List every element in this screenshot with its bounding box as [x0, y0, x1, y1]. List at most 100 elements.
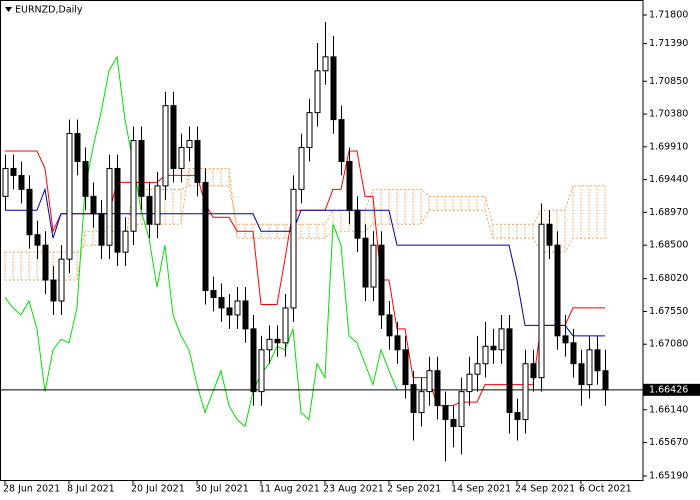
indicator-line	[4, 55, 398, 428]
candle-body	[458, 391, 465, 428]
x-tick-label: 6 Oct 2021	[579, 484, 632, 495]
candle-body	[162, 105, 169, 187]
y-tick-label: 1.66140	[649, 404, 688, 415]
candle-body	[250, 328, 257, 393]
x-tick-label: 24 Sep 2021	[515, 484, 575, 495]
candle-body	[426, 370, 433, 393]
candle-body	[418, 391, 425, 414]
candle-body	[482, 345, 489, 365]
candle-body	[546, 223, 553, 246]
cloud-span	[5, 185, 605, 253]
candle-body	[258, 349, 265, 393]
candle-body	[2, 167, 9, 197]
candle-body	[354, 209, 361, 239]
y-tick-label: 1.68970	[649, 207, 688, 218]
candle-body	[554, 244, 561, 337]
candle-body	[266, 338, 273, 351]
candle-body	[362, 237, 369, 288]
x-tick-label: 14 Sep 2021	[451, 484, 511, 495]
candle-body	[82, 160, 89, 197]
candle-body	[210, 289, 217, 298]
candle-body	[594, 349, 601, 372]
candle-body	[338, 119, 345, 162]
candle-body	[330, 56, 337, 121]
candle-body	[194, 140, 201, 183]
candle-body	[530, 363, 537, 379]
candle-body	[514, 412, 521, 421]
candle-body	[130, 140, 137, 232]
candle-body	[146, 195, 153, 225]
y-tick-label: 1.68500	[649, 240, 688, 251]
candle-body	[58, 258, 65, 302]
price-label-box	[643, 383, 700, 396]
candle-body	[506, 328, 513, 414]
candle-body	[498, 328, 505, 351]
candle-body	[322, 56, 329, 72]
candle-body	[378, 244, 385, 316]
candle-body	[442, 405, 449, 421]
x-tick-label: 20 Jul 2021	[131, 484, 185, 495]
y-tick-label: 1.65190	[649, 471, 688, 482]
candle-body	[314, 70, 321, 114]
y-tick-label: 1.70380	[649, 109, 688, 120]
menu-icon[interactable]	[5, 7, 12, 12]
y-tick-label: 1.70850	[649, 76, 688, 87]
candle-body	[346, 160, 353, 211]
cloud-span	[5, 167, 605, 281]
candle-body	[474, 363, 481, 375]
candle-body	[490, 345, 497, 351]
candle-body	[434, 370, 441, 407]
candle-body	[10, 167, 17, 176]
x-tick-label: 2 Sep 2021	[387, 484, 441, 495]
x-tick-label: 30 Jul 2021	[195, 484, 249, 495]
x-tick-label: 28 Jun 2021	[3, 484, 60, 495]
candle-body	[18, 174, 25, 190]
candle-body	[602, 370, 609, 391]
candle-body	[370, 244, 377, 288]
candle-body	[234, 300, 241, 316]
plot	[0, 21, 643, 462]
candle-body	[74, 133, 81, 162]
candle-body	[138, 140, 145, 197]
candle-body	[570, 342, 577, 365]
candle-body	[290, 188, 297, 309]
candle-body	[42, 244, 49, 281]
candle-body	[466, 373, 473, 393]
candle-body	[410, 384, 417, 414]
candle-body	[386, 314, 393, 337]
candle-body	[450, 419, 457, 428]
candle-body	[282, 307, 289, 344]
y-tick-label: 1.67550	[649, 306, 688, 317]
candle-body	[578, 363, 585, 386]
candle-body	[34, 234, 41, 246]
candle-body	[538, 223, 545, 379]
candle-body	[90, 195, 97, 215]
indicator-line	[5, 187, 605, 337]
candle-body	[186, 140, 193, 149]
y-tick-label: 1.69440	[649, 174, 688, 185]
y-tick-label: 1.68020	[649, 273, 688, 284]
candle-body	[242, 300, 249, 330]
chart-title: EURNZD,Daily	[15, 5, 83, 16]
candle-body	[226, 307, 233, 316]
candle-body	[586, 349, 593, 386]
candle-body	[106, 167, 113, 246]
candle-body	[154, 185, 161, 225]
x-tick-label: 8 Jul 2021	[67, 484, 115, 495]
candle-body	[178, 147, 185, 169]
candle-body	[170, 105, 177, 169]
candle-body	[218, 296, 225, 309]
candle-body	[274, 338, 281, 344]
y-tick-label: 1.71800	[649, 9, 688, 20]
candle-body	[522, 363, 529, 421]
x-tick-label: 11 Aug 2021	[259, 484, 320, 495]
plot-frame	[0, 0, 644, 481]
candle-body	[122, 230, 129, 253]
candle-body	[26, 188, 33, 236]
candle-body	[50, 279, 57, 302]
candle-body	[562, 335, 569, 344]
candle-body	[298, 147, 305, 190]
x-tick-label: 23 Aug 2021	[323, 484, 384, 495]
